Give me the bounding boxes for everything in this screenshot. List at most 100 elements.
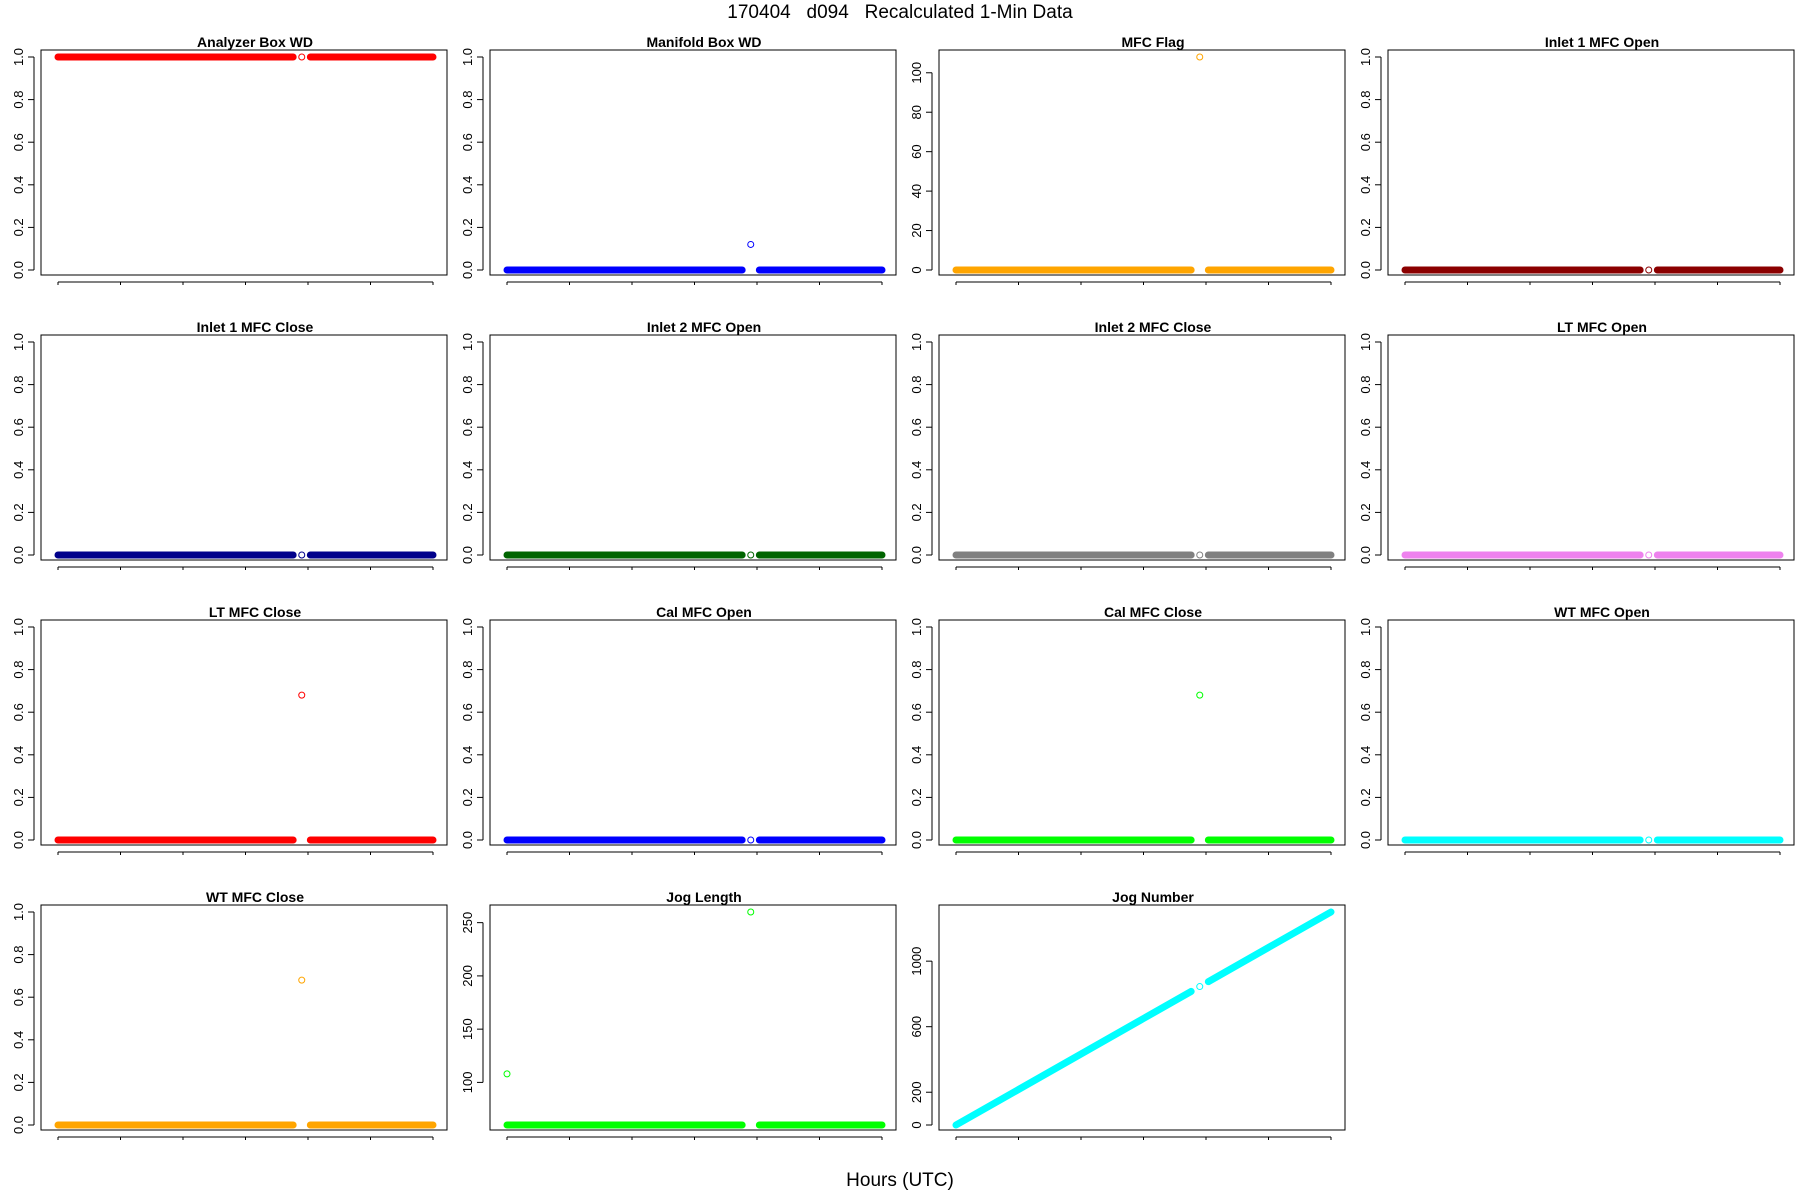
chart-svg: 04812162024020406080100 <box>909 49 1346 285</box>
panel-title: Inlet 2 MFC Open <box>646 319 762 335</box>
y-tick-label: 0.0 <box>1358 546 1373 564</box>
y-tick-label: 0.6 <box>909 418 924 436</box>
chart-svg: 048121620240.00.20.40.60.81.0 <box>460 48 897 285</box>
chart-svg: 048121620240.00.20.40.60.81.0 <box>11 903 448 1140</box>
y-tick-label: 60 <box>909 144 924 158</box>
y-tick-label: 0.4 <box>11 1031 26 1049</box>
y-tick-label: 0.8 <box>11 376 26 394</box>
chart-svg: 048121620240.00.20.40.60.81.0 <box>460 618 897 855</box>
y-tick-label: 0.8 <box>11 946 26 964</box>
plot-frame <box>938 904 1346 1131</box>
y-tick-label: 0.2 <box>11 1073 26 1091</box>
plot-frame <box>1387 49 1795 276</box>
data-point <box>1645 836 1653 844</box>
y-tick-label: 0.0 <box>909 546 924 564</box>
data-point <box>1645 266 1653 274</box>
y-tick-label: 0.0 <box>460 261 475 279</box>
y-tick-label: 0.6 <box>11 133 26 151</box>
chart-panel: 048121620240.00.20.40.60.81.0LT MFC Clos… <box>0 570 450 855</box>
y-tick-label: 0.4 <box>909 461 924 479</box>
y-tick-label: 0.6 <box>1358 418 1373 436</box>
y-tick-label: 200 <box>460 965 475 987</box>
chart-svg: 048121620240.00.20.40.60.81.0 <box>909 333 1346 570</box>
y-tick-label: 0.0 <box>460 831 475 849</box>
y-tick-label: 0.4 <box>909 746 924 764</box>
y-tick-label: 0.2 <box>11 218 26 236</box>
panel-title: Inlet 1 MFC Open <box>1544 34 1660 50</box>
y-tick-label: 1000 <box>909 947 924 976</box>
y-tick-label: 0.2 <box>11 788 26 806</box>
plot-frame <box>40 619 448 846</box>
y-tick-label: 0.4 <box>1358 176 1373 194</box>
y-tick-label: 0.8 <box>1358 91 1373 109</box>
plot-frame <box>1387 334 1795 561</box>
y-tick-label: 0.8 <box>1358 376 1373 394</box>
y-tick-label: 0.0 <box>1358 261 1373 279</box>
y-tick-label: 0.4 <box>11 461 26 479</box>
x-axis-label: Hours (UTC) <box>846 1170 954 1191</box>
y-tick-label: 0.6 <box>460 133 475 151</box>
plot-frame <box>489 904 897 1131</box>
plot-frame <box>1387 619 1795 846</box>
y-tick-label: 1.0 <box>460 48 475 66</box>
data-point <box>1196 53 1204 61</box>
chart-panel: 0481216202402006001000Jog Number <box>898 855 1348 1140</box>
plot-frame <box>938 49 1346 276</box>
y-tick-label: 0.6 <box>11 703 26 721</box>
y-tick-label: 0.8 <box>460 376 475 394</box>
chart-svg: 048121620240.00.20.40.60.81.0 <box>1358 48 1795 285</box>
plot-frame <box>938 334 1346 561</box>
data-point <box>298 691 306 699</box>
y-tick-label: 0.2 <box>1358 788 1373 806</box>
y-tick-label: 0.8 <box>460 661 475 679</box>
y-tick-label: 0.0 <box>11 831 26 849</box>
y-tick-label: 1.0 <box>11 618 26 636</box>
y-tick-label: 1.0 <box>11 48 26 66</box>
chart-svg: 048121620240.00.20.40.60.81.0 <box>460 333 897 570</box>
y-tick-label: 80 <box>909 105 924 119</box>
y-tick-label: 100 <box>460 1072 475 1094</box>
y-tick-label: 1.0 <box>909 618 924 636</box>
y-tick-label: 1.0 <box>460 333 475 351</box>
chart-svg: 048121620240.00.20.40.60.81.0 <box>1358 333 1795 570</box>
y-tick-label: 0.4 <box>11 746 26 764</box>
y-tick-label: 0.8 <box>460 91 475 109</box>
y-tick-label: 250 <box>460 912 475 934</box>
plot-frame <box>40 334 448 561</box>
y-tick-label: 0.8 <box>11 91 26 109</box>
data-point <box>747 836 755 844</box>
y-tick-label: 0.6 <box>460 703 475 721</box>
chart-svg: 048121620240.00.20.40.60.81.0 <box>11 618 448 855</box>
data-point <box>503 1070 511 1078</box>
y-tick-label: 0.6 <box>909 703 924 721</box>
y-tick-label: 0.4 <box>460 176 475 194</box>
y-tick-label: 1.0 <box>460 618 475 636</box>
panel-title: Inlet 1 MFC Close <box>196 319 314 335</box>
chart-svg: 048121620240.00.20.40.60.81.0 <box>1358 618 1795 855</box>
y-tick-label: 0.6 <box>1358 133 1373 151</box>
panel-title: Jog Length <box>666 889 742 905</box>
y-tick-label: 1.0 <box>1358 333 1373 351</box>
y-tick-label: 0.0 <box>1358 831 1373 849</box>
chart-svg: 04812162024100150200250 <box>460 904 897 1140</box>
plot-frame <box>489 619 897 846</box>
panel-title: Cal MFC Open <box>656 604 752 620</box>
data-point <box>747 240 755 248</box>
chart-svg: 048121620240.00.20.40.60.81.0 <box>909 618 1346 855</box>
y-tick-label: 0.2 <box>1358 218 1373 236</box>
plot-frame <box>40 904 448 1131</box>
plot-frame <box>938 619 1346 846</box>
chart-panel: 048121620240.00.20.40.60.81.0LT MFC Open <box>1347 285 1797 570</box>
data-point <box>1196 983 1204 991</box>
y-tick-label: 600 <box>909 1016 924 1038</box>
data-point <box>298 53 306 61</box>
panel-title: LT MFC Close <box>208 604 302 620</box>
y-tick-label: 0 <box>909 1121 924 1128</box>
